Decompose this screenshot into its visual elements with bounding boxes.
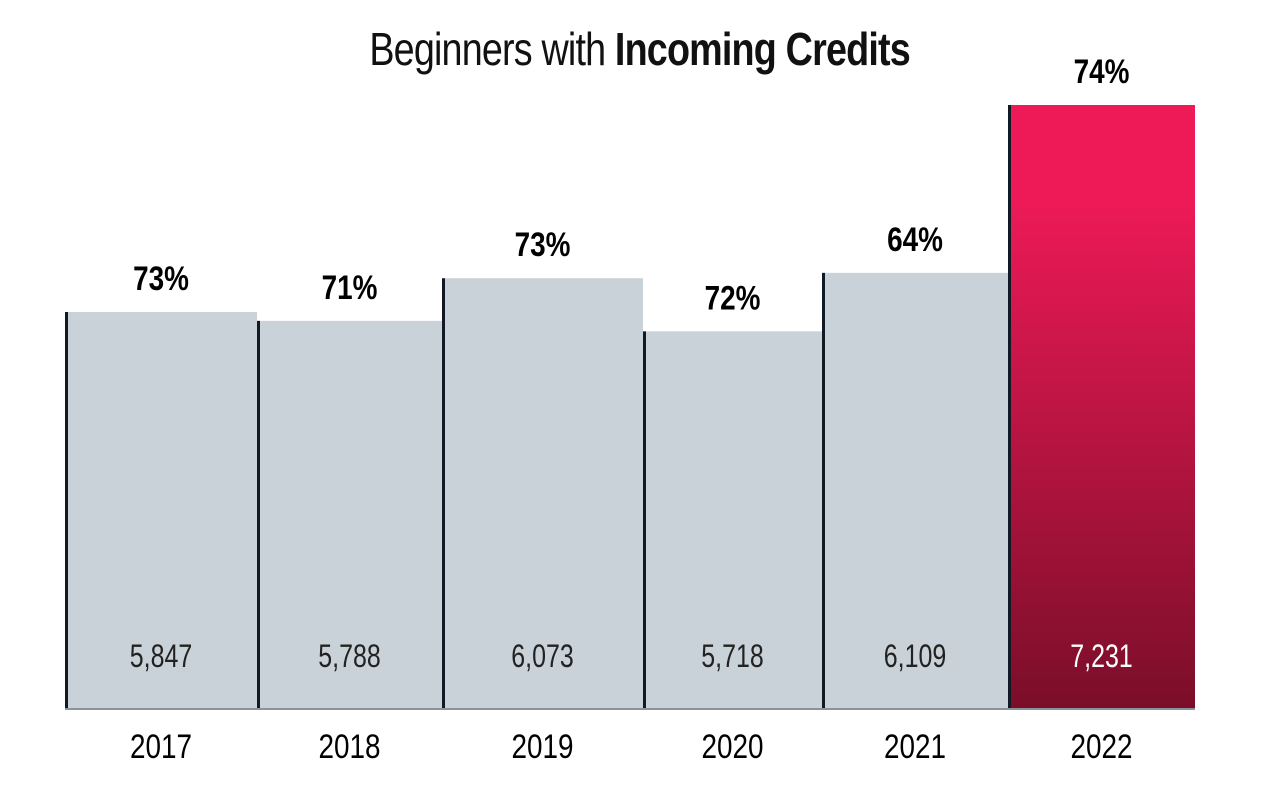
x-tick-label: 2021 — [884, 727, 946, 765]
count-label: 6,073 — [511, 639, 573, 675]
percent-label: 73% — [133, 259, 189, 297]
count-label: 5,718 — [701, 639, 763, 675]
title-bold: Incoming Credits — [615, 23, 911, 75]
x-tick-label: 2022 — [1071, 727, 1133, 765]
x-tick-label: 2020 — [701, 727, 763, 765]
count-label: 5,847 — [130, 639, 192, 675]
x-tick-label: 2018 — [318, 727, 380, 765]
title-light: Beginners with — [369, 23, 607, 75]
x-tick-label: 2017 — [130, 727, 192, 765]
bar-2017 — [65, 312, 257, 708]
x-tick-label: 2019 — [511, 727, 573, 765]
percent-label: 72% — [705, 279, 761, 317]
bar-2020 — [643, 331, 822, 708]
count-label: 6,109 — [884, 639, 946, 675]
bar-2019 — [442, 278, 643, 708]
percent-label: 71% — [322, 268, 378, 306]
bar-2021 — [822, 272, 1008, 708]
count-label: 7,231 — [1070, 639, 1132, 675]
percent-label: 73% — [515, 226, 571, 264]
percent-label: 64% — [887, 220, 943, 258]
bar-2022 — [1008, 105, 1195, 708]
count-label: 5,788 — [318, 639, 380, 675]
percent-label: 74% — [1074, 52, 1130, 90]
chart-title: Beginners with Incoming Credits — [0, 22, 1280, 76]
bar-2018 — [257, 320, 442, 708]
